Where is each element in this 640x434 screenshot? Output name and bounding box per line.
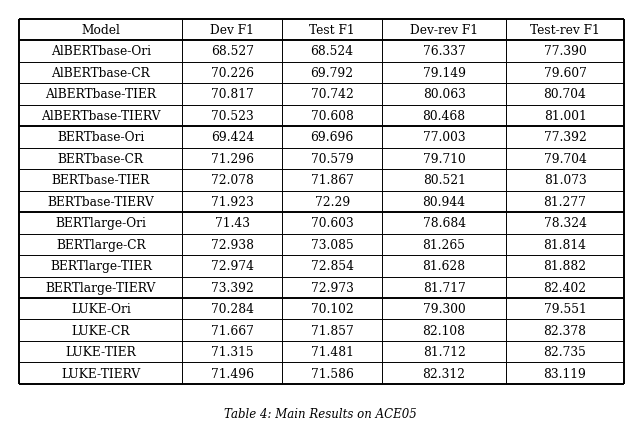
Text: 80.944: 80.944 <box>422 195 466 208</box>
Text: 70.742: 70.742 <box>311 88 354 101</box>
Text: 72.974: 72.974 <box>211 260 254 273</box>
Text: 79.300: 79.300 <box>422 302 465 316</box>
Text: 81.717: 81.717 <box>422 281 465 294</box>
Text: 81.277: 81.277 <box>543 195 586 208</box>
Text: 70.603: 70.603 <box>311 217 353 230</box>
Text: 82.378: 82.378 <box>543 324 586 337</box>
Text: 79.551: 79.551 <box>543 302 586 316</box>
Text: 68.527: 68.527 <box>211 45 254 58</box>
Text: LUKE-Ori: LUKE-Ori <box>71 302 131 316</box>
Text: 76.337: 76.337 <box>422 45 465 58</box>
Text: 81.073: 81.073 <box>543 174 586 187</box>
Text: Test-rev F1: Test-rev F1 <box>530 24 600 37</box>
Text: 78.684: 78.684 <box>422 217 466 230</box>
Text: Table 4: Main Results on ACE05: Table 4: Main Results on ACE05 <box>223 407 417 420</box>
Text: 79.704: 79.704 <box>543 152 586 165</box>
Text: LUKE-TIERV: LUKE-TIERV <box>61 367 140 380</box>
Text: 79.710: 79.710 <box>422 152 465 165</box>
Text: 72.938: 72.938 <box>211 238 254 251</box>
Text: BERTlarge-TIER: BERTlarge-TIER <box>50 260 152 273</box>
Text: 71.923: 71.923 <box>211 195 254 208</box>
Text: 69.792: 69.792 <box>310 67 354 79</box>
Text: 80.063: 80.063 <box>422 88 465 101</box>
Text: 70.608: 70.608 <box>311 109 354 122</box>
Text: 71.667: 71.667 <box>211 324 254 337</box>
Text: BERTlarge-TIERV: BERTlarge-TIERV <box>45 281 156 294</box>
Text: 81.814: 81.814 <box>543 238 586 251</box>
Text: 70.523: 70.523 <box>211 109 254 122</box>
Text: 79.149: 79.149 <box>422 67 465 79</box>
Text: 68.524: 68.524 <box>310 45 354 58</box>
Text: 80.521: 80.521 <box>422 174 465 187</box>
Text: 77.390: 77.390 <box>543 45 586 58</box>
Text: 72.29: 72.29 <box>314 195 350 208</box>
Text: 70.102: 70.102 <box>311 302 353 316</box>
Text: 73.392: 73.392 <box>211 281 254 294</box>
Text: 71.481: 71.481 <box>311 345 354 358</box>
Text: 81.628: 81.628 <box>422 260 466 273</box>
Text: 70.579: 70.579 <box>311 152 353 165</box>
Text: Dev-rev F1: Dev-rev F1 <box>410 24 478 37</box>
Text: 79.607: 79.607 <box>543 67 586 79</box>
Text: 82.108: 82.108 <box>422 324 465 337</box>
Text: 70.226: 70.226 <box>211 67 254 79</box>
Text: 81.001: 81.001 <box>543 109 586 122</box>
Text: LUKE-TIER: LUKE-TIER <box>65 345 136 358</box>
Text: LUKE-CR: LUKE-CR <box>72 324 130 337</box>
Text: 81.265: 81.265 <box>422 238 465 251</box>
Text: Dev F1: Dev F1 <box>211 24 254 37</box>
Text: 71.496: 71.496 <box>211 367 254 380</box>
Text: 69.424: 69.424 <box>211 131 254 144</box>
Text: BERTlarge-Ori: BERTlarge-Ori <box>55 217 147 230</box>
Text: AlBERTbase-TIER: AlBERTbase-TIER <box>45 88 156 101</box>
Text: 82.312: 82.312 <box>422 367 465 380</box>
Text: 81.882: 81.882 <box>543 260 587 273</box>
Text: 71.296: 71.296 <box>211 152 254 165</box>
Text: AlBERTbase-CR: AlBERTbase-CR <box>51 67 150 79</box>
Text: 80.704: 80.704 <box>543 88 586 101</box>
Text: 82.402: 82.402 <box>543 281 587 294</box>
Text: 83.119: 83.119 <box>543 367 586 380</box>
Text: AlBERTbase-TIERV: AlBERTbase-TIERV <box>41 109 161 122</box>
Text: Model: Model <box>81 24 120 37</box>
Text: 72.078: 72.078 <box>211 174 254 187</box>
Text: 71.586: 71.586 <box>311 367 354 380</box>
Text: 69.696: 69.696 <box>310 131 354 144</box>
Text: Test F1: Test F1 <box>309 24 355 37</box>
Text: 72.854: 72.854 <box>310 260 354 273</box>
Text: 72.973: 72.973 <box>311 281 354 294</box>
Text: BERTbase-TIER: BERTbase-TIER <box>52 174 150 187</box>
Text: 70.284: 70.284 <box>211 302 254 316</box>
Text: 71.315: 71.315 <box>211 345 253 358</box>
Text: 81.712: 81.712 <box>422 345 465 358</box>
Text: 78.324: 78.324 <box>543 217 586 230</box>
Text: 80.468: 80.468 <box>422 109 466 122</box>
Text: 71.43: 71.43 <box>215 217 250 230</box>
Text: BERTlarge-CR: BERTlarge-CR <box>56 238 146 251</box>
Text: BERTbase-CR: BERTbase-CR <box>58 152 144 165</box>
Text: BERTbase-Ori: BERTbase-Ori <box>57 131 145 144</box>
Text: 71.867: 71.867 <box>311 174 354 187</box>
Text: 77.392: 77.392 <box>543 131 586 144</box>
Text: 82.735: 82.735 <box>543 345 586 358</box>
Text: 77.003: 77.003 <box>423 131 465 144</box>
Text: 71.857: 71.857 <box>311 324 353 337</box>
Text: AlBERTbase-Ori: AlBERTbase-Ori <box>51 45 151 58</box>
Text: 70.817: 70.817 <box>211 88 254 101</box>
Text: BERTbase-TIERV: BERTbase-TIERV <box>47 195 154 208</box>
Text: 73.085: 73.085 <box>311 238 353 251</box>
